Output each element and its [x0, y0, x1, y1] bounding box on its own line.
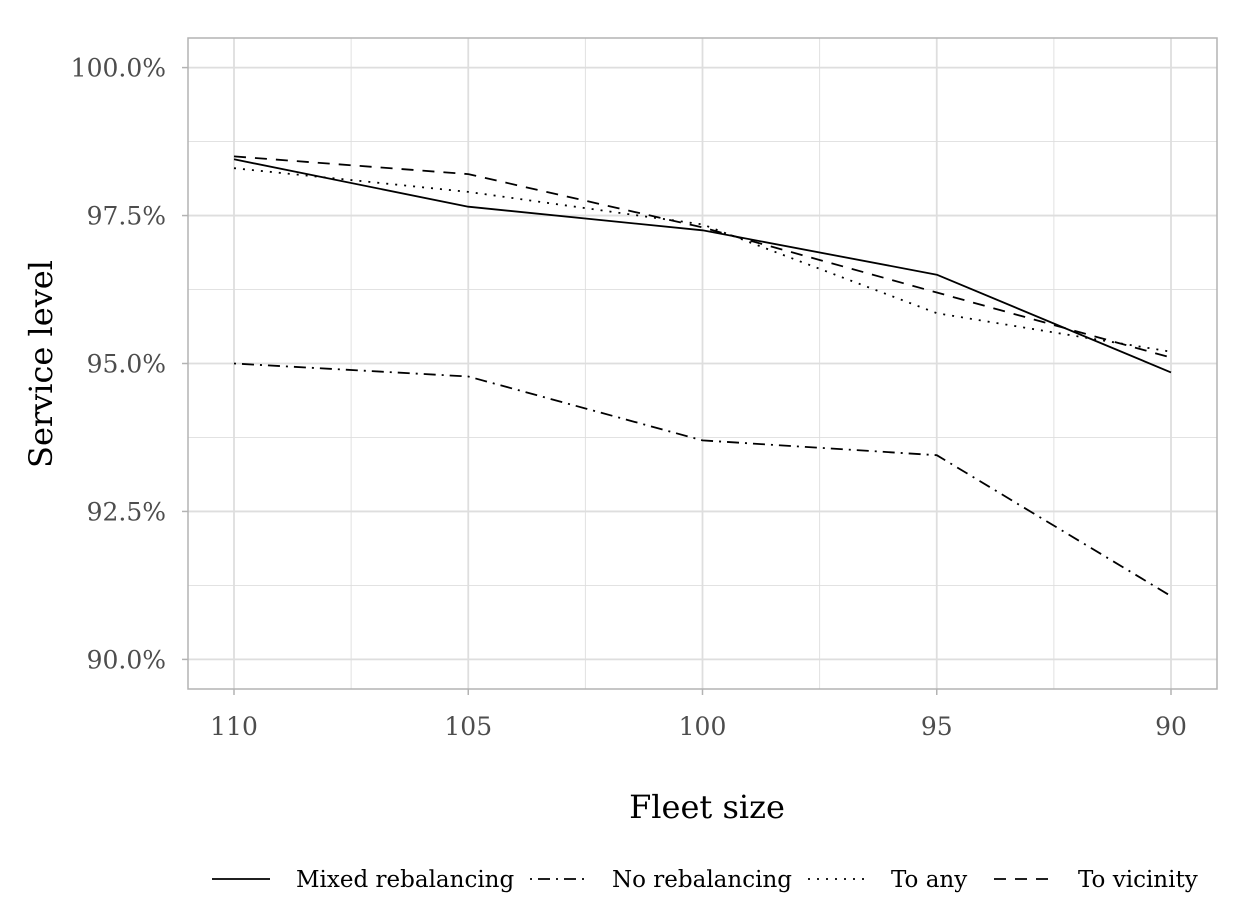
- legend-label-mixed-rebalancing: Mixed rebalancing: [296, 867, 514, 893]
- x-tick-label: 105: [444, 712, 492, 741]
- series-line-to-vicinity: [233, 155, 1172, 359]
- y-tick-label: 100.0%: [71, 54, 166, 83]
- y-tick-label: 95.0%: [87, 350, 166, 379]
- x-tick-label: 90: [1155, 712, 1187, 741]
- series-lines: [233, 155, 1172, 597]
- x-axis-title: Fleet size: [629, 788, 785, 826]
- y-tick-label: 90.0%: [87, 645, 166, 674]
- legend: Mixed rebalancing No rebalancing To any To …: [212, 867, 1198, 893]
- x-tick-label: 95: [921, 712, 953, 741]
- series-line-mixed-rebalancing: [233, 158, 1172, 374]
- y-tick-label: 92.5%: [87, 497, 166, 526]
- y-tick-label: 97.5%: [87, 202, 166, 231]
- legend-label-to-any: To any: [891, 867, 967, 893]
- legend-label-no-rebalancing: No rebalancing: [612, 867, 792, 893]
- x-axis: 110 105 100 95 90: [210, 689, 1187, 741]
- x-tick-label: 100: [679, 712, 727, 741]
- y-axis-title: Service level: [22, 260, 60, 468]
- legend-label-to-vicinity: To vicinity: [1078, 867, 1198, 893]
- x-tick-label: 110: [210, 712, 258, 741]
- series-line-no-rebalancing: [233, 362, 1172, 597]
- series-line-to-any: [233, 167, 1172, 353]
- y-axis: 90.0% 92.5% 95.0% 97.5% 100.0%: [71, 54, 188, 674]
